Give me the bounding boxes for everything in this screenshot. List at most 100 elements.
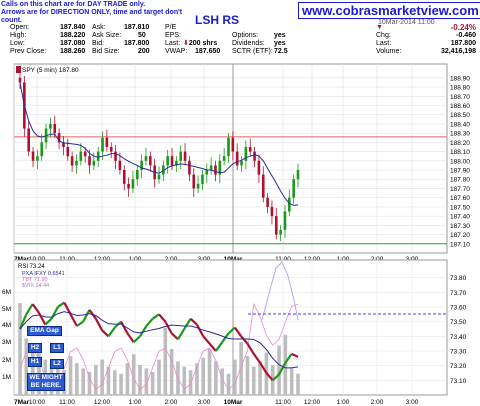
lower-xtick-label: 10Mar xyxy=(224,399,243,406)
candle-body xyxy=(109,146,113,152)
sctr-label: SCTR (ETF): xyxy=(232,48,273,55)
price-bar-segment xyxy=(208,342,217,352)
volume-bar xyxy=(138,364,142,395)
chg-label: Chg: xyxy=(376,32,391,39)
lower-xtick-label: 11:00 xyxy=(275,399,291,406)
volume-bar xyxy=(131,354,136,395)
price-bar-segment xyxy=(69,313,78,327)
price-bar-segment xyxy=(221,332,230,343)
price-ytick-label: 188.10 xyxy=(450,149,470,156)
price-bar-segment xyxy=(25,303,34,315)
volume-bar xyxy=(214,361,218,395)
price-ytick-label: 187.30 xyxy=(450,223,470,230)
price-bar-segment xyxy=(145,317,154,327)
low-label: Low: xyxy=(10,40,25,47)
candle-body xyxy=(231,137,235,152)
price-bar-segment xyxy=(152,313,160,320)
low-value: 187.080 xyxy=(60,40,86,47)
volume-bar xyxy=(207,349,212,395)
lower-plot-frame xyxy=(13,259,448,396)
quote-col5: ▼ -0.24% Chg: -0.460 Last: 187.800 Volume: 3… xyxy=(376,24,476,56)
volume-bar xyxy=(125,363,130,395)
candle-body xyxy=(57,133,61,143)
candle-body xyxy=(214,165,217,175)
price-bar-segment xyxy=(259,362,268,374)
candle-body xyxy=(266,197,269,207)
price-bar-segment xyxy=(214,341,224,352)
price-bar-segment xyxy=(120,321,129,334)
candle-body xyxy=(40,142,44,157)
be-here-text: BE HERE. xyxy=(30,382,62,389)
volume-tick-label: 6M xyxy=(2,289,11,296)
lower-ytick-label: 73.60 xyxy=(450,304,467,311)
price-xtick-label: 10:00 xyxy=(29,256,46,263)
quote-col3: P/E EPS: Last: ⬇200 shrs VWAP: 187.650 xyxy=(165,24,220,56)
candle-body xyxy=(244,146,248,161)
candle-body xyxy=(157,174,161,180)
lower-ytick-label: 73.40 xyxy=(450,334,467,341)
candle-body xyxy=(218,160,222,175)
price-bar-segment xyxy=(31,303,40,314)
lower-xtick-label: 11:00 xyxy=(59,399,75,406)
asksize-label: Ask Size: xyxy=(92,32,122,39)
price-bar-segment xyxy=(114,320,122,329)
high-label: High: xyxy=(10,32,27,39)
asksize-value: 50 xyxy=(138,32,146,39)
down-arrow-icon: ⬇ xyxy=(183,40,189,47)
candle-body xyxy=(114,151,117,161)
volume-bar xyxy=(150,372,155,395)
volume-bar xyxy=(81,368,85,395)
chg-value: -0.460 xyxy=(456,32,476,39)
volume-bar xyxy=(289,368,294,395)
open-value: 187.840 xyxy=(60,24,86,31)
down-triangle-icon: ▼ xyxy=(376,24,383,31)
candle-body xyxy=(227,137,230,157)
candle-body xyxy=(122,170,126,184)
candle-body xyxy=(296,170,300,180)
moving-average-line xyxy=(19,82,299,206)
volume-bar xyxy=(245,356,250,395)
candle-body xyxy=(183,151,187,161)
lower-ytick-label: 73.30 xyxy=(450,348,467,355)
h2-label: H2 xyxy=(28,343,42,353)
candle-body xyxy=(248,146,252,152)
volume-bar xyxy=(144,368,149,395)
volume-tick-label: 5M xyxy=(2,306,11,313)
lower-xtick-label: 12:00 xyxy=(304,399,321,406)
price-panel-title: SPY (5 min) 187.80 xyxy=(22,67,79,74)
site-url[interactable]: www.cobrasmarketview.com xyxy=(298,2,480,19)
candle-body xyxy=(92,160,96,166)
price-xtick-label: 2:00 xyxy=(165,256,178,263)
price-bar-segment xyxy=(252,353,261,364)
price-bar-segment xyxy=(63,302,72,315)
lower-xtick-label: 2:00 xyxy=(165,399,178,406)
lower-ytick-label: 73.70 xyxy=(450,290,467,297)
h1-label: H1 xyxy=(28,357,42,367)
volume-tick-label: 3M xyxy=(2,339,11,346)
lower-xtick-label: 7Mar xyxy=(14,399,30,406)
volume-bar xyxy=(277,345,281,395)
price-xtick-label: 7Mar xyxy=(14,256,30,263)
price-xtick-label: 3:00 xyxy=(406,256,419,263)
price-bar-segment xyxy=(240,335,249,345)
candle-body xyxy=(18,77,22,83)
lower-xtick-label: 1:00 xyxy=(129,399,142,406)
candle-body xyxy=(188,160,191,175)
candle-body xyxy=(79,151,83,161)
volume-bar xyxy=(169,349,174,395)
prev-label: Prev Close: xyxy=(10,48,47,55)
price-ytick-label: 188.00 xyxy=(450,158,470,165)
lower-ytick-label: 73.50 xyxy=(450,319,467,326)
price-ytick-label: 188.90 xyxy=(450,75,470,82)
dividends-value: yes xyxy=(274,40,286,47)
price-ytick-label: 187.80 xyxy=(450,177,470,184)
price-plot-frame xyxy=(13,63,448,254)
price-xtick-label: 1:00 xyxy=(129,256,142,263)
l1-label: L1 xyxy=(50,343,64,353)
legend-entry: $VIX 14.44 xyxy=(22,283,49,289)
price-bar-segment xyxy=(126,332,135,343)
candle-body xyxy=(175,160,178,166)
candle-body xyxy=(192,174,196,189)
price-bar-segment xyxy=(139,325,148,337)
candle-body xyxy=(31,151,35,161)
